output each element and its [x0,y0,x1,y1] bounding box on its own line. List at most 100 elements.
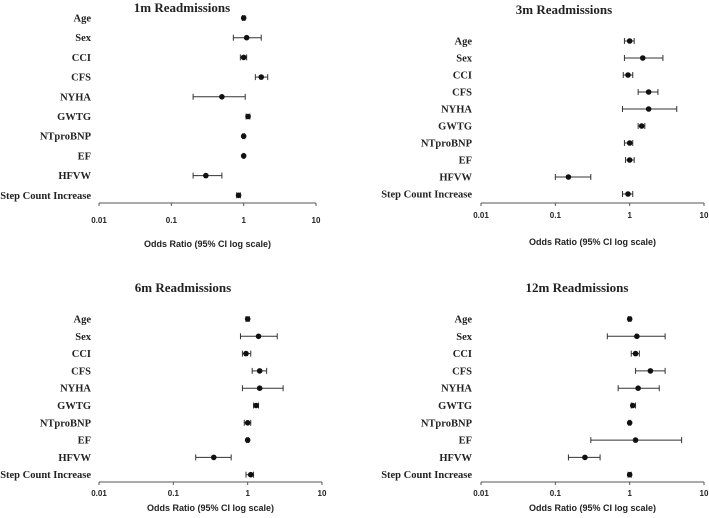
odds-ratio-point [253,402,259,409]
odds-ratio-point [240,15,247,21]
odds-ratio-point [626,38,633,44]
odds-ratio-point [219,94,225,100]
odds-ratio-point [203,172,209,179]
odds-ratio-point [626,316,633,322]
variable-label: GWTG [438,401,472,412]
variable-label: NTproBNP [40,132,92,143]
variable-label: GWTG [438,122,472,133]
odds-ratio-point [645,106,652,112]
odds-ratio-point [632,437,639,443]
variable-label: GWTG [57,112,91,123]
x-axis-label: Odds Ratio (95% CI log scale) [529,237,656,247]
x-tick-label: 10 [700,489,709,498]
variable-label: Age [74,14,92,25]
odds-ratio-point [243,350,249,357]
x-tick-label: 0.1 [166,216,178,225]
odds-ratio-point [626,157,633,163]
variable-label: CFS [71,366,91,377]
odds-ratio-point [647,368,654,374]
variable-label: Sex [75,33,92,44]
variable-label: Sex [75,332,92,343]
x-tick-label: 1 [627,211,632,220]
chart-title: 3m Readmissions [516,2,612,17]
panel-6m-readmissions: 6m Readmissions 0.01 0.1 1 10 Odds Ratio (95%… [0,280,327,513]
variable-label: Age [455,315,473,326]
variable-label: CFS [452,366,472,377]
odds-ratio-point [244,420,251,426]
variable-label: NTproBNP [421,418,473,429]
variable-label: GWTG [57,401,91,412]
odds-ratio-point [626,471,633,478]
variable-label: CCI [453,71,472,82]
variable-label: EF [78,151,91,162]
odds-ratio-point [240,153,247,159]
x-tick-label: 0.01 [91,489,107,498]
odds-ratio-point [258,74,265,80]
chart-title: 12m Readmissions [526,280,629,295]
odds-ratio-point [244,316,251,322]
variable-label: Step Count Increase [0,470,91,481]
variable-label: Sex [456,54,473,65]
variable-label: Step Count Increase [381,470,472,481]
variable-label: HFVW [58,453,91,464]
x-tick-label: 0.01 [473,489,489,498]
odds-ratio-point [243,34,250,41]
odds-ratio-point [645,89,652,95]
odds-ratio-point [638,123,645,129]
variable-label: NYHA [60,384,91,395]
odds-ratio-point [235,192,242,199]
odds-ratio-point [626,420,633,426]
variable-label: CCI [72,53,91,64]
odds-ratio-point [256,368,263,374]
x-tick-label: 10 [312,216,321,225]
x-tick-label: 10 [318,489,327,498]
variable-label: NYHA [441,384,472,395]
odds-ratio-point [632,350,639,357]
x-tick-label: 10 [700,211,709,220]
variable-label: NTproBNP [421,139,473,150]
odds-ratio-point [255,333,262,340]
odds-ratio-point [247,471,254,478]
odds-ratio-point [626,140,633,146]
odds-ratio-point [240,54,247,61]
variable-label: Age [74,315,92,326]
odds-ratio-point [256,385,263,392]
variable-label: Sex [456,332,473,343]
variable-label: NYHA [60,92,91,103]
odds-ratio-point [240,133,247,139]
x-tick-label: 0.1 [550,211,562,220]
variable-label: HFVW [439,173,472,184]
variable-label: HFVW [58,171,91,182]
x-tick-label: 0.01 [473,211,489,220]
variable-label: CFS [71,73,91,84]
odds-ratio-point [634,333,640,340]
odds-ratio-point [565,174,572,180]
odds-ratio-point [639,55,646,61]
variable-label: NYHA [441,105,472,116]
x-tick-label: 0.01 [91,216,107,225]
variable-label: EF [459,156,472,167]
odds-ratio-point [629,402,636,409]
x-axis-label: Odds Ratio (95% CI log scale) [147,503,274,513]
odds-ratio-point [245,113,251,120]
odds-ratio-point [625,72,631,78]
x-axis-label: Odds Ratio (95% CI log scale) [144,239,271,249]
variable-label: CFS [452,88,472,99]
odds-ratio-point [210,454,217,461]
variable-label: CCI [72,349,91,360]
x-axis-label: Odds Ratio (95% CI log scale) [529,503,656,513]
variable-label: CCI [453,349,472,360]
x-tick-label: 0.1 [168,489,180,498]
x-tick-label: 1 [627,489,632,498]
odds-ratio-point [582,454,588,461]
odds-ratio-point [635,385,641,392]
panel-3m-readmissions: 3m Readmissions 0.01 0.1 1 10 Odds Ratio (95%… [381,2,709,247]
variable-label: Age [455,37,473,48]
variable-label: Step Count Increase [381,190,472,201]
variable-label: EF [78,436,91,447]
variable-label: EF [459,436,472,447]
x-tick-label: 1 [241,216,246,225]
variable-label: Step Count Increase [0,191,91,202]
x-tick-label: 0.1 [550,489,562,498]
